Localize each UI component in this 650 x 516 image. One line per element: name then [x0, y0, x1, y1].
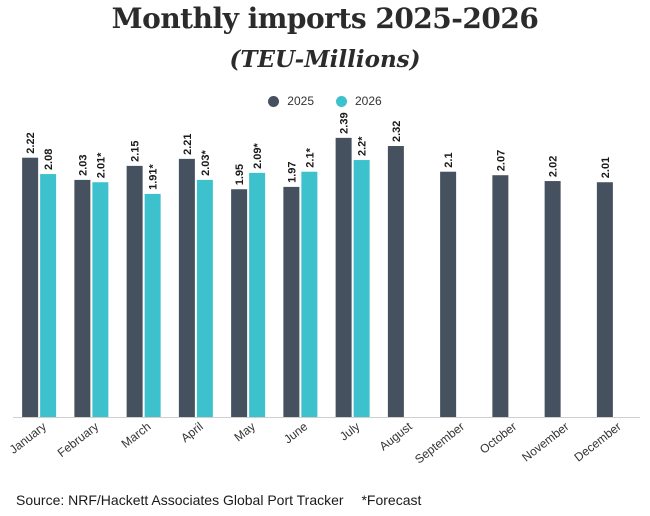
- x-tick-label-june: June: [281, 419, 310, 446]
- x-tick-label-august: August: [377, 419, 416, 453]
- bar-2026-june: [301, 171, 318, 417]
- x-tick-label-april: April: [178, 419, 206, 445]
- bar-2026-january: [40, 174, 57, 417]
- legend-item-2026: 2026: [336, 94, 382, 108]
- x-tick-label-december: December: [571, 419, 623, 464]
- x-tick-label-september: September: [412, 419, 467, 466]
- forecast-note: *Forecast: [361, 492, 422, 508]
- legend-label-2026: 2026: [355, 94, 382, 108]
- bar-2026-february: [92, 182, 109, 417]
- chart-footer: Source: NRF/Hackett Associates Global Po…: [16, 492, 421, 508]
- data-label-2025-november: 2.02: [548, 156, 560, 177]
- bar-2025-july: [335, 137, 352, 417]
- data-label-2026-march: 1.91*: [148, 164, 160, 190]
- x-tick-label-january: January: [7, 419, 49, 456]
- data-label-2025-march: 2.15: [130, 140, 142, 161]
- data-label-2026-january: 2.08: [43, 149, 55, 170]
- data-label-2026-june: 2.1*: [304, 147, 316, 167]
- x-tick-label-march: March: [119, 419, 154, 451]
- bar-2026-april: [196, 179, 213, 417]
- data-label-2025-february: 2.03: [77, 154, 89, 175]
- data-label-2026-july: 2.2*: [357, 136, 369, 156]
- data-label-2025-october: 2.07: [495, 150, 507, 171]
- data-label-2025-april: 2.21: [182, 133, 194, 154]
- bar-2025-august: [387, 146, 404, 418]
- data-label-2026-february: 2.01*: [95, 152, 107, 178]
- chart-subtitle: (TEU-Millions): [229, 46, 421, 73]
- data-label-2025-august: 2.32: [391, 121, 403, 142]
- chart-title: Monthly imports 2025-2026: [111, 2, 539, 35]
- data-label-2025-july: 2.39: [339, 112, 351, 133]
- data-label-2025-may: 1.95: [234, 164, 246, 185]
- legend-swatch-2026: [336, 95, 347, 107]
- bar-2025-may: [231, 189, 248, 417]
- data-label-2025-december: 2.01: [600, 157, 612, 178]
- bar-2025-october: [492, 175, 509, 417]
- bar-2025-june: [283, 186, 300, 417]
- legend-swatch-2025: [268, 95, 280, 107]
- bar-2026-march: [144, 193, 161, 417]
- bar-2025-february: [74, 179, 91, 417]
- data-label-2025-september: 2.1: [443, 152, 455, 167]
- chart-legend: 2025 2026: [0, 94, 650, 108]
- data-label-2026-april: 2.03*: [200, 149, 212, 175]
- bar-2025-november: [544, 181, 561, 417]
- bar-2026-july: [353, 160, 370, 418]
- bar-2025-september: [440, 171, 457, 417]
- bar-2026-may: [249, 172, 266, 417]
- data-label-2025-june: 1.97: [286, 161, 298, 182]
- x-tick-label-may: May: [231, 419, 257, 444]
- data-label-2026-may: 2.09*: [252, 142, 264, 168]
- x-tick-label-november: November: [519, 419, 571, 464]
- x-tick-label-february: February: [55, 419, 101, 460]
- bar-2025-april: [178, 158, 195, 417]
- x-tick-label-october: October: [477, 419, 519, 456]
- legend-label-2025: 2025: [287, 94, 314, 108]
- bar-2025-january: [22, 157, 39, 418]
- x-tick-label-july: July: [337, 419, 362, 443]
- data-label-2025-january: 2.22: [25, 132, 37, 153]
- source-note: Source: NRF/Hackett Associates Global Po…: [16, 492, 344, 508]
- legend-item-2025: 2025: [268, 94, 314, 108]
- bar-2025-december: [596, 182, 613, 417]
- bar-2025-march: [126, 165, 143, 417]
